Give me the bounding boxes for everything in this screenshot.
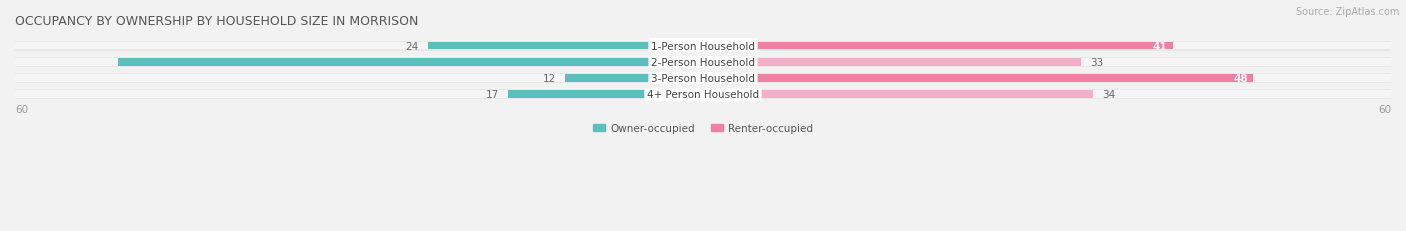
Bar	[703, 75, 1391, 82]
Bar	[703, 91, 1092, 98]
Bar	[15, 58, 703, 66]
Text: 41: 41	[1153, 41, 1167, 51]
Bar	[703, 43, 1173, 50]
Text: 48: 48	[1233, 73, 1247, 83]
Text: OCCUPANCY BY OWNERSHIP BY HOUSEHOLD SIZE IN MORRISON: OCCUPANCY BY OWNERSHIP BY HOUSEHOLD SIZE…	[15, 15, 419, 28]
Bar	[703, 58, 1081, 66]
Bar	[703, 43, 1173, 50]
Bar	[427, 43, 703, 50]
Text: 51: 51	[657, 58, 671, 67]
Bar	[15, 90, 703, 100]
Bar	[15, 58, 703, 67]
Bar	[15, 91, 703, 98]
Bar	[508, 91, 703, 98]
Bar	[703, 90, 1391, 100]
Text: Source: ZipAtlas.com: Source: ZipAtlas.com	[1295, 7, 1399, 17]
Text: 17: 17	[485, 90, 499, 100]
Text: 34: 34	[1102, 90, 1115, 100]
Bar	[703, 75, 1253, 82]
Text: 33: 33	[1091, 58, 1104, 67]
Bar	[15, 75, 703, 82]
Bar	[703, 41, 1391, 51]
Legend: Owner-occupied, Renter-occupied: Owner-occupied, Renter-occupied	[589, 119, 817, 138]
Bar	[15, 43, 703, 50]
Bar	[703, 73, 1391, 83]
Text: 2-Person Household: 2-Person Household	[651, 58, 755, 67]
Text: 60: 60	[15, 105, 28, 115]
Bar	[703, 43, 1391, 50]
Bar	[703, 91, 1391, 98]
Text: 60: 60	[1378, 105, 1391, 115]
Bar	[565, 75, 703, 82]
Text: 12: 12	[543, 73, 557, 83]
Bar	[703, 75, 1253, 82]
Text: 3-Person Household: 3-Person Household	[651, 73, 755, 83]
Bar	[15, 41, 703, 51]
Text: 4+ Person Household: 4+ Person Household	[647, 90, 759, 100]
Bar	[703, 58, 1391, 67]
Bar	[703, 58, 1391, 66]
Bar	[15, 73, 703, 83]
Bar	[118, 58, 703, 66]
Text: 24: 24	[405, 41, 419, 51]
Text: 1-Person Household: 1-Person Household	[651, 41, 755, 51]
